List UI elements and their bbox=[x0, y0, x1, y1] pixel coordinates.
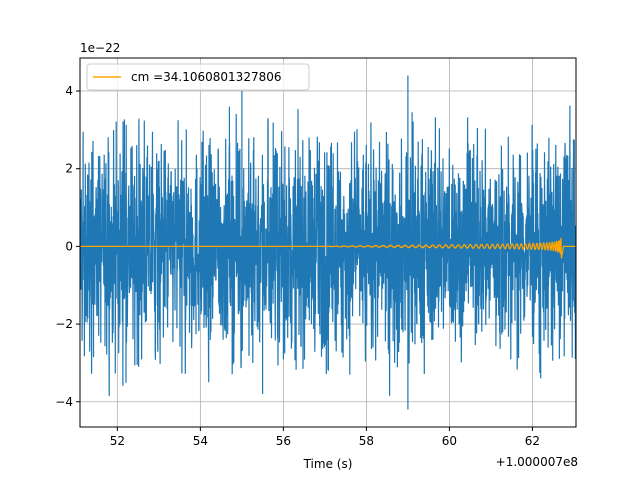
plot-area bbox=[80, 75, 576, 410]
x-offset-label: +1.000007e8 bbox=[496, 455, 578, 469]
x-axis-ticks: 52 54 56 58 60 62 bbox=[110, 427, 540, 448]
legend-box bbox=[86, 63, 310, 91]
x-tick-label: 56 bbox=[276, 434, 291, 448]
legend-label-chirp: cm =34.1060801327806 bbox=[131, 70, 282, 84]
x-tick-label: 54 bbox=[193, 434, 208, 448]
x-tick-label: 62 bbox=[525, 434, 540, 448]
series-line-chirp bbox=[80, 237, 576, 259]
y-tick-label: −2 bbox=[55, 317, 73, 331]
y-tick-label: −4 bbox=[55, 395, 73, 409]
x-tick-label: 58 bbox=[359, 434, 374, 448]
series-line-strain bbox=[80, 75, 576, 410]
axes-frame bbox=[79, 57, 577, 428]
x-tick-label: 60 bbox=[442, 434, 457, 448]
y-tick-label: 0 bbox=[65, 239, 73, 253]
x-axis-label: Time (s) bbox=[303, 457, 353, 471]
y-scale-label: 1e−22 bbox=[80, 41, 120, 55]
y-tick-label: 4 bbox=[65, 84, 73, 98]
legend: cm =34.1060801327806 bbox=[86, 63, 310, 91]
x-tick-label: 52 bbox=[110, 434, 125, 448]
y-tick-label: 2 bbox=[65, 162, 73, 176]
y-axis-ticks: −4 −2 0 2 4 bbox=[55, 84, 80, 409]
